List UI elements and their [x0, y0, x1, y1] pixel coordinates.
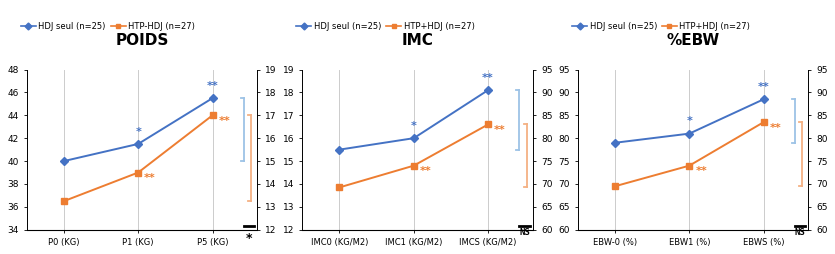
Text: *: *: [686, 116, 692, 126]
Text: **: **: [144, 173, 156, 183]
Text: **: **: [494, 125, 506, 135]
Text: **: **: [206, 81, 219, 91]
Title: IMC: IMC: [402, 33, 433, 47]
Text: **: **: [696, 166, 707, 176]
Text: **: **: [420, 166, 432, 176]
Title: POIDS: POIDS: [115, 33, 169, 47]
Legend: HDJ seul (n=25), HTP-HDJ (n=27): HDJ seul (n=25), HTP-HDJ (n=27): [18, 18, 199, 34]
Text: **: **: [482, 73, 494, 83]
Text: *: *: [135, 127, 141, 137]
Text: *: *: [411, 121, 417, 131]
Text: **: **: [758, 82, 770, 92]
Text: **: **: [219, 116, 230, 126]
Legend: HDJ seul (n=25), HTP+HDJ (n=27): HDJ seul (n=25), HTP+HDJ (n=27): [293, 18, 478, 34]
Text: *: *: [245, 232, 252, 245]
Text: NS: NS: [519, 228, 530, 237]
Title: %EBW: %EBW: [666, 33, 720, 47]
Text: **: **: [770, 123, 782, 133]
Legend: HDJ seul (n=25), HTP+HDJ (n=27): HDJ seul (n=25), HTP+HDJ (n=27): [569, 18, 754, 34]
Text: NS: NS: [795, 228, 806, 237]
